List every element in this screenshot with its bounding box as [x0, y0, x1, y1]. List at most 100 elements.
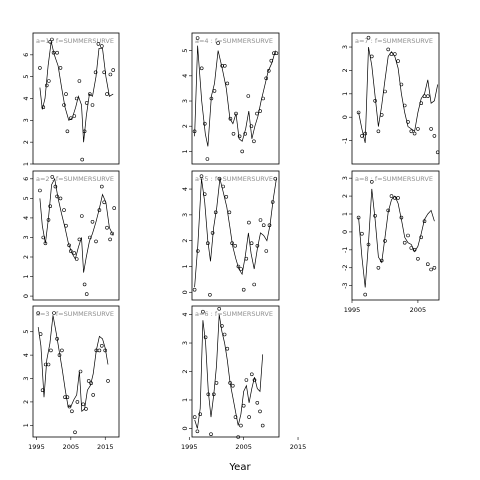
- y-tick-label: 2: [181, 369, 189, 373]
- observed-point: [412, 248, 417, 252]
- observed-point: [392, 52, 397, 56]
- observed-point: [73, 430, 77, 435]
- observed-point: [228, 116, 233, 121]
- observed-point: [209, 96, 214, 101]
- observed-point: [53, 184, 58, 189]
- observed-point: [64, 92, 68, 96]
- observed-point: [264, 249, 269, 253]
- fitted-line: [39, 177, 114, 273]
- y-tick-label: 3: [341, 176, 349, 180]
- observed-point: [44, 83, 49, 88]
- y-tick-label: 3: [181, 213, 189, 217]
- observed-point: [72, 251, 77, 255]
- observed-point: [86, 379, 91, 383]
- panel-3: a=3 : f=SUMMERSURVE 1 2 3 4 5 1995 2005 2015: [22, 305, 120, 451]
- observed-point: [402, 103, 407, 108]
- observed-point: [97, 208, 102, 212]
- x-tick-label: 2015: [97, 443, 114, 451]
- observed-point: [274, 51, 279, 56]
- observed-point: [236, 264, 241, 269]
- observed-point: [110, 231, 114, 236]
- observed-point: [52, 311, 56, 315]
- y-tick-label: -2: [341, 265, 349, 271]
- observed-point: [62, 208, 66, 212]
- observed-point: [203, 121, 207, 126]
- panel-label: a=2 : f=SUMMERSURVE: [36, 175, 114, 183]
- observed-point: [252, 378, 257, 382]
- observed-point: [396, 196, 400, 200]
- observed-point: [74, 96, 79, 101]
- observed-point: [50, 37, 54, 42]
- observed-point: [91, 393, 95, 397]
- observed-point: [203, 335, 208, 340]
- observed-point: [419, 101, 424, 105]
- observed-point: [225, 81, 230, 86]
- observed-point: [100, 184, 104, 189]
- observed-point: [233, 415, 238, 419]
- observed-point: [249, 124, 254, 128]
- observed-point: [432, 265, 437, 270]
- observed-point: [108, 72, 113, 77]
- observed-point: [40, 388, 45, 393]
- observed-point: [202, 192, 207, 196]
- observed-point: [38, 66, 42, 70]
- y-tick-label: 1: [22, 274, 30, 278]
- y-tick-label: 2: [181, 124, 189, 128]
- observed-point: [366, 35, 371, 40]
- observed-point: [81, 402, 85, 407]
- observed-point: [206, 392, 211, 397]
- panel-frame: [32, 32, 120, 165]
- observed-point: [425, 262, 430, 267]
- y-tick-label: 2: [181, 239, 189, 243]
- observed-point: [223, 64, 227, 68]
- observed-point: [406, 120, 410, 124]
- x-tick-label: 1995: [181, 443, 198, 451]
- observed-point: [65, 129, 70, 134]
- y-tick-label: 1: [181, 264, 189, 268]
- observed-point: [389, 52, 394, 56]
- observed-point: [241, 403, 246, 408]
- observed-point: [217, 306, 221, 311]
- y-tick-label: 0: [341, 115, 349, 119]
- observed-point: [106, 379, 110, 383]
- panel-frame: [32, 170, 120, 301]
- observed-point: [217, 176, 222, 181]
- observed-point: [231, 132, 236, 136]
- observed-point: [105, 92, 109, 96]
- observed-point: [74, 257, 79, 261]
- observed-point: [58, 66, 63, 70]
- observed-point: [51, 50, 56, 55]
- observed-point: [60, 348, 64, 353]
- panel-1: a=1 : f=SUMMERSURVE 1 2 3 4 5 6: [22, 32, 120, 166]
- observed-point: [266, 69, 271, 73]
- panel-5: a=5 : f=SUMMERSURVE 0 1 2 3 4: [181, 170, 280, 301]
- observed-point: [264, 76, 269, 81]
- observed-point: [240, 149, 244, 154]
- panel-label: a=8 : f=SUMMERSURVE: [355, 175, 433, 183]
- y-tick-label: 3: [181, 341, 189, 345]
- x-tick-label: 2005: [235, 443, 252, 451]
- panel-7: a=7 : f=SUMMERSURVE -1 0 1 2 3: [341, 32, 440, 165]
- observed-point: [369, 54, 374, 59]
- panel-frame: [191, 305, 280, 438]
- observed-point: [192, 415, 197, 419]
- fitted-line: [358, 188, 435, 288]
- observed-point: [100, 343, 104, 348]
- observed-point: [255, 111, 259, 116]
- x-tick-label: 1995: [28, 443, 45, 451]
- observed-point: [63, 395, 67, 400]
- observed-point: [77, 79, 82, 83]
- observed-point: [82, 282, 87, 287]
- y-tick-label: 1: [181, 149, 189, 153]
- observed-point: [46, 218, 51, 222]
- observed-point: [356, 110, 361, 115]
- observed-point: [239, 423, 243, 428]
- observed-point: [429, 127, 433, 131]
- y-tick-label: 2: [22, 400, 30, 404]
- observed-point: [90, 103, 95, 107]
- observed-point: [84, 292, 89, 296]
- panel-frame: [191, 170, 280, 301]
- observed-point: [55, 336, 59, 341]
- x-tick-label: 2005: [410, 306, 427, 314]
- x-tick-label: 2015: [290, 443, 307, 451]
